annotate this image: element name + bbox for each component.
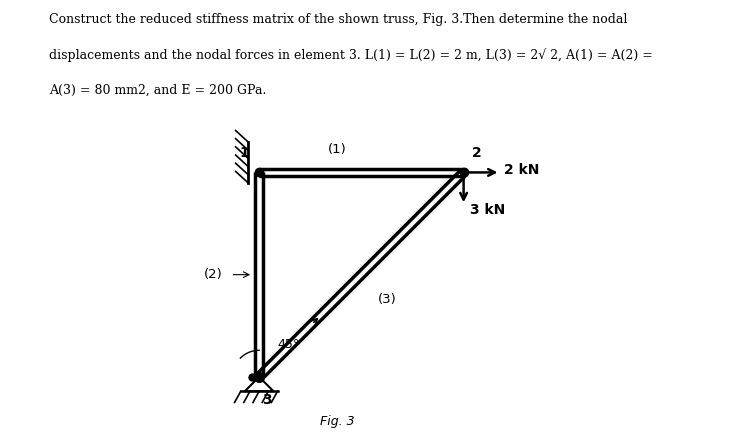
Text: (1): (1)	[328, 143, 346, 156]
Text: Fig. 3: Fig. 3	[320, 416, 354, 428]
Text: Construct the reduced stiffness matrix of the shown truss, Fig. 3.Then determine: Construct the reduced stiffness matrix o…	[49, 13, 627, 26]
Text: displacements and the nodal forces in element 3. L(1) = L(2) = 2 m, L(3) = 2√ 2,: displacements and the nodal forces in el…	[49, 49, 652, 62]
Text: 45°: 45°	[278, 338, 300, 351]
Text: 2: 2	[472, 146, 482, 160]
Text: 3 kN: 3 kN	[470, 203, 505, 217]
Text: (2): (2)	[203, 268, 222, 281]
Text: 2 kN: 2 kN	[505, 163, 540, 177]
Text: A(3) = 80 mm2, and E = 200 GPa.: A(3) = 80 mm2, and E = 200 GPa.	[49, 84, 266, 97]
Text: 1: 1	[239, 146, 249, 160]
Text: 3: 3	[262, 393, 272, 407]
Text: (3): (3)	[378, 293, 397, 306]
